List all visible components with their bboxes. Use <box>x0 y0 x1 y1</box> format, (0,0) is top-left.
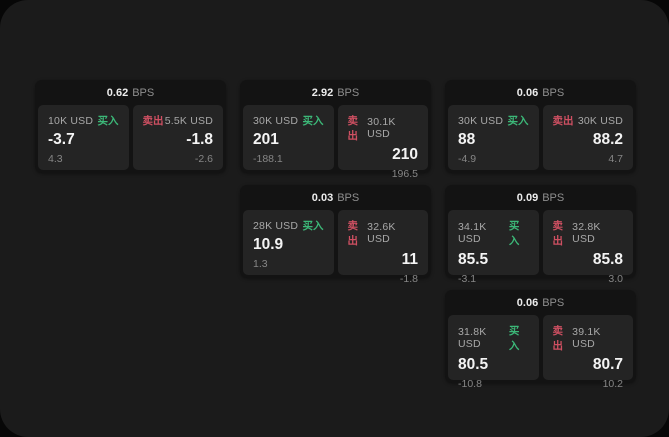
buy-price: 88 <box>458 131 476 148</box>
buy-delta: 1.3 <box>253 257 268 270</box>
bps-header: 0.09 BPS <box>445 185 636 210</box>
sell-delta: -2.6 <box>194 152 213 165</box>
buy-amount: 31.8K USD <box>458 326 487 350</box>
buy-side-label: 买入 <box>302 220 324 232</box>
buy-price: 10.9 <box>253 236 284 253</box>
sell-amount: 5.5K USD <box>164 114 213 127</box>
sell-side-label: 卖出 <box>347 115 359 142</box>
buy-price: 85.5 <box>458 251 489 268</box>
bps-header: 0.03 BPS <box>240 185 431 210</box>
sell-side-label: 卖出 <box>552 325 564 352</box>
sell-price: 88.2 <box>592 131 623 148</box>
sell-amount: 30K USD <box>577 114 623 127</box>
sell-side-label: 卖出 <box>142 115 164 127</box>
buy-tile[interactable]: 31.8K USD 买入 80.5 -10.8 <box>448 315 539 390</box>
bps-value: 0.06 <box>516 86 539 99</box>
bps-unit-label: BPS <box>542 296 565 309</box>
sell-price: 80.7 <box>592 356 623 373</box>
bps-value: 0.62 <box>106 86 129 99</box>
bps-unit-label: BPS <box>132 86 155 99</box>
buy-delta: -188.1 <box>253 152 283 165</box>
bps-unit-label: BPS <box>542 86 565 99</box>
buy-delta: -10.8 <box>458 377 482 390</box>
buy-price: 201 <box>253 131 279 148</box>
bps-value: 0.03 <box>311 191 334 204</box>
buy-tile[interactable]: 28K USD 买入 10.9 1.3 <box>243 210 334 275</box>
sell-tile[interactable]: 卖出 39.1K USD 80.7 10.2 <box>542 315 633 390</box>
bps-header: 2.92 BPS <box>240 80 431 105</box>
bps-header: 0.62 BPS <box>35 80 226 105</box>
bps-header: 0.06 BPS <box>445 290 636 315</box>
sell-amount: 39.1K USD <box>572 326 601 350</box>
sell-tile[interactable]: 卖出 5.5K USD -1.8 -2.6 <box>132 105 223 170</box>
buy-tile[interactable]: 34.1K USD 买入 85.5 -3.1 <box>448 210 539 285</box>
sell-side-label: 卖出 <box>347 220 359 247</box>
buy-side-label: 买入 <box>508 325 520 352</box>
buy-amount: 28K USD <box>253 219 299 232</box>
quote-card: 0.03 BPS 28K USD 买入 10.9 1.3 卖出 32.6K US… <box>240 185 431 285</box>
bps-header: 0.06 BPS <box>445 80 636 105</box>
sell-side-label: 卖出 <box>552 220 564 247</box>
sell-tile[interactable]: 卖出 32.6K USD 11 -1.8 <box>337 210 428 285</box>
buy-tile[interactable]: 30K USD 买入 201 -188.1 <box>243 105 334 170</box>
buy-tile[interactable]: 10K USD 买入 -3.7 4.3 <box>38 105 129 170</box>
quote-card: 0.62 BPS 10K USD 买入 -3.7 4.3 卖出 5.5K USD… <box>35 80 226 173</box>
buy-delta: -4.9 <box>458 152 477 165</box>
bps-unit-label: BPS <box>542 191 565 204</box>
buy-side-label: 买入 <box>302 115 324 127</box>
buy-price: -3.7 <box>48 131 75 148</box>
sell-delta: 196.5 <box>391 167 418 180</box>
buy-tile[interactable]: 30K USD 买入 88 -4.9 <box>448 105 539 170</box>
sell-delta: 3.0 <box>608 272 623 285</box>
bps-unit-label: BPS <box>337 86 360 99</box>
buy-price: 80.5 <box>458 356 489 373</box>
sell-amount: 32.8K USD <box>572 221 601 245</box>
sell-amount: 32.6K USD <box>367 221 396 245</box>
sell-price: 210 <box>392 146 418 163</box>
sell-delta: 4.7 <box>608 152 623 165</box>
quote-card: 0.06 BPS 30K USD 买入 88 -4.9 卖出 30K USD 8… <box>445 80 636 173</box>
bps-unit-label: BPS <box>337 191 360 204</box>
sell-tile[interactable]: 卖出 30K USD 88.2 4.7 <box>542 105 633 170</box>
bps-value: 0.09 <box>516 191 539 204</box>
sell-tile[interactable]: 卖出 30.1K USD 210 196.5 <box>337 105 428 180</box>
buy-amount: 30K USD <box>253 114 299 127</box>
sell-price: 11 <box>401 251 418 268</box>
buy-side-label: 买入 <box>97 115 119 127</box>
buy-side-label: 买入 <box>508 220 520 247</box>
sell-amount: 30.1K USD <box>367 116 396 140</box>
sell-price: -1.8 <box>186 131 213 148</box>
quote-card: 2.92 BPS 30K USD 买入 201 -188.1 卖出 30.1K … <box>240 80 431 180</box>
sell-delta: -1.8 <box>399 272 418 285</box>
buy-amount: 30K USD <box>458 114 504 127</box>
buy-amount: 34.1K USD <box>458 221 487 245</box>
sell-side-label: 卖出 <box>552 115 574 127</box>
sell-price: 85.8 <box>592 251 623 268</box>
buy-delta: -3.1 <box>458 272 477 285</box>
buy-side-label: 买入 <box>507 115 529 127</box>
bps-value: 2.92 <box>311 86 334 99</box>
quote-card: 0.09 BPS 34.1K USD 买入 85.5 -3.1 卖出 32.8K… <box>445 185 636 285</box>
buy-delta: 4.3 <box>48 152 63 165</box>
sell-tile[interactable]: 卖出 32.8K USD 85.8 3.0 <box>542 210 633 285</box>
bps-value: 0.06 <box>516 296 539 309</box>
quote-card: 0.06 BPS 31.8K USD 买入 80.5 -10.8 卖出 39.1… <box>445 290 636 390</box>
buy-amount: 10K USD <box>48 114 94 127</box>
sell-delta: 10.2 <box>602 377 623 390</box>
